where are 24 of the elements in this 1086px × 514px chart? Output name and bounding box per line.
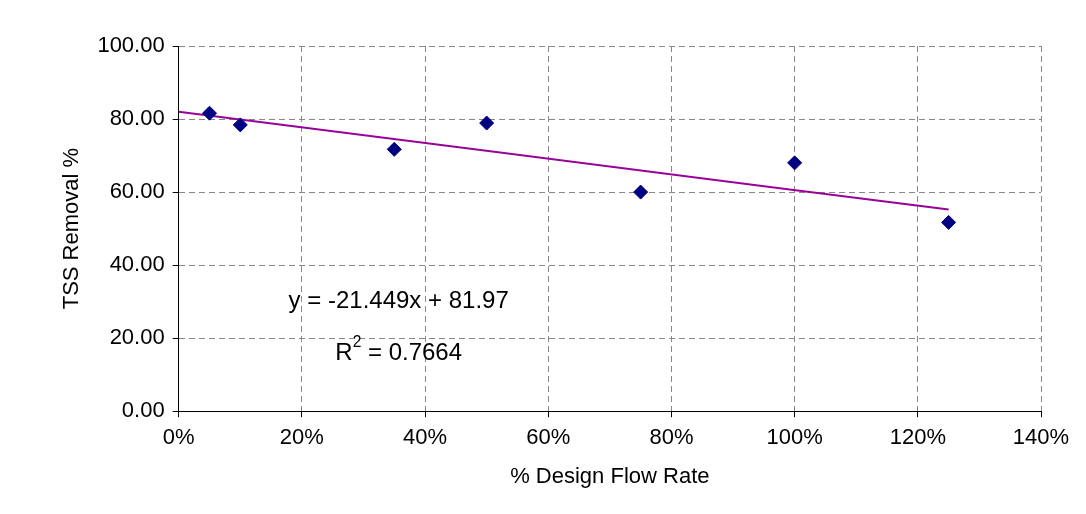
point	[941, 214, 957, 230]
x-tick-label: 20%	[279, 424, 324, 450]
x-tick-label: 80%	[649, 424, 694, 450]
x-tick-label: 0%	[162, 424, 195, 450]
x-axis-title: % Design Flow Rate	[510, 462, 710, 488]
point	[787, 155, 803, 171]
y-tick-label: 40.00	[109, 251, 165, 277]
x-tick-label: 100%	[766, 424, 823, 450]
annotation: y = -21.449x + 81.97	[288, 285, 509, 313]
y-tick-label: 100.00	[97, 32, 165, 58]
x-tick-label: 140%	[1012, 424, 1070, 450]
point	[232, 117, 248, 133]
y-tick-label: 80.00	[109, 105, 165, 131]
x-tick-label: 60%	[526, 424, 571, 450]
x-tick-label: 40%	[403, 424, 448, 450]
y-tick-label: 0.00	[121, 397, 165, 423]
point	[201, 105, 217, 121]
y-tick-label: 20.00	[109, 324, 165, 350]
point	[386, 141, 402, 157]
y-axis-title: TSS Removal %	[58, 147, 84, 310]
point	[633, 184, 649, 200]
y-tick-label: 60.00	[109, 178, 165, 204]
point	[479, 115, 495, 131]
x-tick-label: 120%	[889, 424, 946, 450]
